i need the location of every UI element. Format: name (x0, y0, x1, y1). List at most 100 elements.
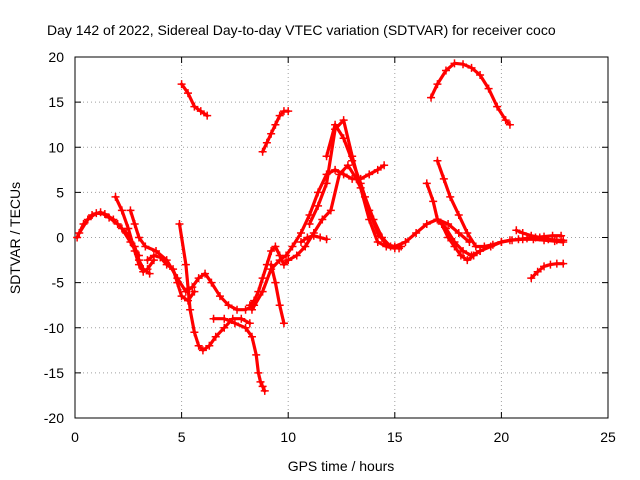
series-arc-12 (269, 263, 286, 325)
data-point-marker (318, 215, 327, 224)
data-point-marker (241, 323, 250, 332)
data-point-marker (271, 278, 280, 287)
data-point-marker (190, 102, 199, 111)
data-point-marker (546, 260, 555, 269)
data-point-marker (512, 226, 521, 235)
data-point-marker (441, 66, 450, 75)
data-point-marker (459, 247, 468, 256)
data-point-marker (258, 147, 267, 156)
data-point-marker (463, 256, 472, 265)
data-point-marker (134, 233, 143, 242)
data-point-marker (535, 233, 544, 242)
data-point-marker (205, 341, 214, 350)
data-point-marker (130, 219, 139, 228)
data-point-marker (326, 206, 335, 215)
data-point-marker (305, 219, 314, 228)
data-point-marker (433, 215, 442, 224)
data-point-marker (181, 260, 190, 269)
data-point-marker (339, 134, 348, 143)
data-point-marker (194, 341, 203, 350)
data-point-marker (207, 278, 216, 287)
x-tick-label: 0 (71, 429, 79, 445)
series-arc-9 (212, 317, 267, 393)
data-point-marker (446, 192, 455, 201)
data-point-marker (237, 314, 246, 323)
data-series (73, 59, 568, 395)
data-point-marker (439, 174, 448, 183)
data-point-marker (427, 93, 436, 102)
data-point-marker (252, 350, 261, 359)
data-point-marker (258, 287, 267, 296)
data-point-marker (422, 219, 431, 228)
y-tick-label: 20 (48, 49, 64, 65)
data-point-marker (484, 84, 493, 93)
data-point-marker (145, 269, 154, 278)
x-tick-label: 5 (178, 429, 186, 445)
data-point-marker (92, 209, 101, 218)
data-point-marker (316, 233, 325, 242)
data-point-marker (275, 111, 284, 120)
data-point-marker (177, 292, 186, 301)
data-point-marker (271, 242, 280, 251)
data-point-marker (230, 319, 239, 328)
data-point-marker (559, 236, 568, 245)
data-point-marker (282, 251, 291, 260)
data-point-marker (126, 206, 135, 215)
data-point-marker (262, 138, 271, 147)
data-point-marker (152, 247, 161, 256)
y-tick-label: 10 (48, 139, 64, 155)
data-point-marker (559, 259, 568, 268)
series-arc-16 (325, 123, 471, 249)
data-point-marker (331, 120, 340, 129)
x-tick-label: 10 (280, 429, 296, 445)
data-point-marker (454, 210, 463, 219)
data-point-marker (284, 256, 293, 265)
data-point-marker (224, 301, 233, 310)
chart-title: Day 142 of 2022, Sidereal Day-to-day VTE… (47, 22, 556, 38)
data-point-marker (314, 201, 323, 210)
data-point-marker (493, 102, 502, 111)
data-point-marker (275, 256, 284, 265)
data-point-marker (463, 228, 472, 237)
data-point-marker (111, 192, 120, 201)
data-point-marker (356, 179, 365, 188)
y-tick-label: -5 (52, 275, 65, 291)
data-point-marker (260, 386, 269, 395)
data-point-marker (322, 235, 331, 244)
data-point-marker (501, 116, 510, 125)
data-point-marker (309, 231, 318, 240)
data-point-marker (365, 170, 374, 179)
data-point-marker (247, 332, 256, 341)
data-point-marker (471, 242, 480, 251)
data-point-marker (254, 368, 263, 377)
data-point-marker (100, 210, 109, 219)
data-point-marker (209, 314, 218, 323)
data-point-marker (203, 111, 212, 120)
data-point-marker (544, 235, 553, 244)
data-point-marker (258, 274, 267, 283)
data-point-marker (245, 319, 254, 328)
data-point-marker (117, 206, 126, 215)
data-point-marker (267, 247, 276, 256)
data-point-marker (331, 165, 340, 174)
data-point-marker (518, 228, 527, 237)
data-point-marker (527, 274, 536, 283)
data-point-marker (505, 120, 514, 129)
data-point-marker (83, 215, 92, 224)
data-point-marker (284, 107, 293, 116)
data-point-marker (169, 265, 178, 274)
x-axis-label: GPS time / hours (288, 458, 395, 474)
data-point-marker (450, 59, 459, 68)
data-point-marker (412, 228, 421, 237)
data-point-marker (247, 305, 256, 314)
data-point-marker (143, 256, 152, 265)
data-point-marker (527, 231, 536, 240)
data-point-marker (365, 206, 374, 215)
data-point-marker (296, 228, 305, 237)
data-point-marker (540, 262, 549, 271)
y-axis-label: SDTVAR / TECUs (7, 182, 23, 294)
data-point-marker (194, 274, 203, 283)
data-point-marker (373, 238, 382, 247)
data-point-marker (211, 332, 220, 341)
